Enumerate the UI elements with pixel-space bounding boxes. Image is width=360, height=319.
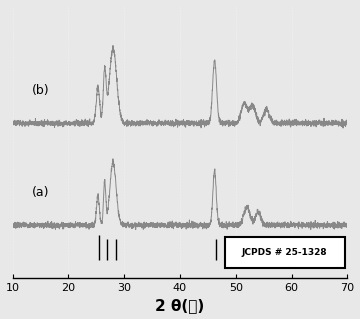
Text: (b): (b) xyxy=(32,84,50,97)
FancyBboxPatch shape xyxy=(225,237,345,268)
Text: JCPDS # 25-1328: JCPDS # 25-1328 xyxy=(242,248,327,257)
Text: (a): (a) xyxy=(32,186,50,199)
X-axis label: 2 θ(度): 2 θ(度) xyxy=(156,299,204,314)
